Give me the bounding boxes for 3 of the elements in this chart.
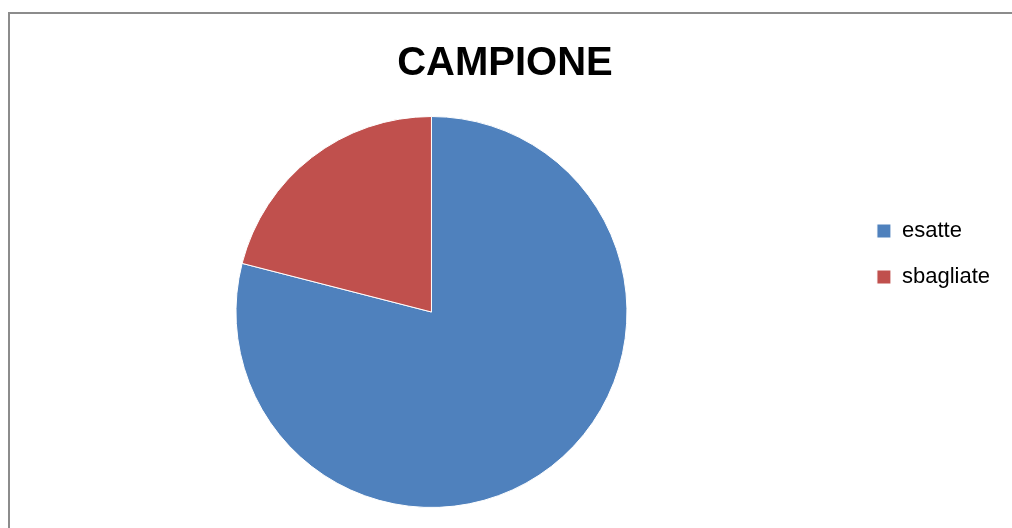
legend-label: sbagliate (901, 263, 991, 289)
legend-label: esatte (901, 217, 962, 243)
chart-title: CAMPIONE (397, 39, 613, 84)
